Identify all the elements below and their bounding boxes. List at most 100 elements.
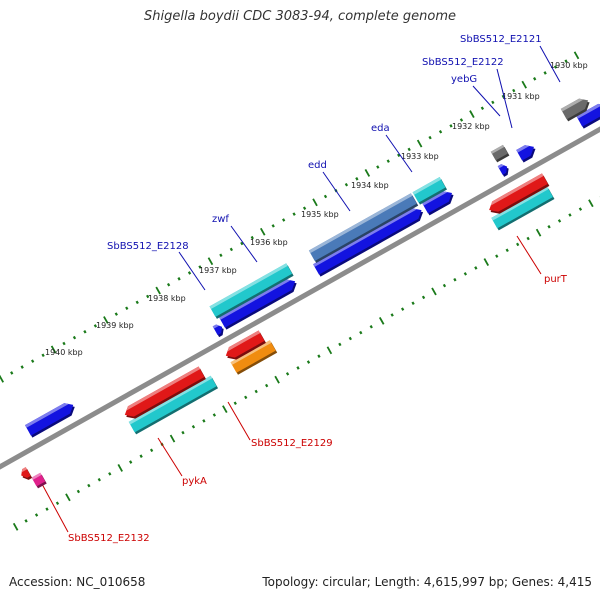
outer-tick (207, 257, 214, 266)
outer-tick (553, 65, 558, 69)
gene-labels: SbBS512_E2121 SbBS512_E2122 yebG eda edd zwf S… (41, 34, 568, 544)
inner-tick (359, 330, 363, 335)
outer-tick (573, 51, 580, 60)
gene-SbBS512_E2132 (31, 472, 47, 489)
outer-tick (259, 227, 266, 236)
gene-label-yebG: yebG (451, 74, 477, 85)
scale-label: 1933 kbp (401, 152, 439, 161)
inner-tick (378, 316, 385, 325)
inner-tick (65, 493, 71, 502)
inner-tick (181, 430, 185, 435)
inner-tick (306, 360, 311, 364)
outer-tick (219, 253, 223, 258)
outer-tick (62, 341, 66, 346)
outer-tick (543, 71, 547, 75)
inner-tick (557, 219, 562, 223)
leader-line (516, 235, 542, 275)
inner-tick (431, 287, 437, 296)
inner-tick (547, 225, 551, 229)
inner-tick (265, 383, 269, 388)
inner-tick (76, 489, 81, 494)
gene-label-pykA: pykA (182, 476, 207, 487)
gene-label-zwf: zwf (212, 214, 229, 225)
leader-line (472, 85, 501, 117)
outer-tick (282, 218, 286, 222)
outer-tick (271, 224, 275, 228)
leader-line (322, 171, 351, 212)
inner-tick (254, 389, 258, 394)
scale-label: 1937 kbp (199, 266, 237, 275)
outer-tick (155, 286, 161, 295)
gene-zwf (209, 263, 294, 319)
outer-tick (125, 306, 129, 310)
leader-line (227, 401, 251, 441)
inner-tick (296, 366, 300, 370)
gene-purT-cyan (491, 186, 555, 231)
gene-SbBS512_E2121-grey (560, 98, 590, 122)
outer-tick (521, 80, 527, 89)
scale-label: 1930 kbp (550, 61, 588, 70)
gene-zwf-blue (218, 279, 297, 330)
scale-label: 1938 kbp (148, 294, 186, 303)
outer-tick (146, 294, 150, 299)
gene-edd (308, 193, 419, 264)
outer-tick (416, 139, 423, 148)
outer-tick (564, 59, 568, 63)
gene-label-SbBS512_E2122: SbBS512_E2122 (422, 57, 504, 68)
inner-tick (169, 434, 176, 443)
inner-tick (526, 236, 530, 241)
inner-tick (45, 507, 49, 511)
outer-tick (480, 106, 485, 110)
inner-tick (411, 301, 415, 305)
gene-SbBS512_E2122 (490, 144, 510, 163)
outer-tick (533, 77, 537, 81)
gene-yebG (516, 145, 536, 163)
outer-tick (364, 169, 371, 177)
inner-tick (483, 258, 490, 266)
outer-tick (459, 118, 464, 122)
outer-tick (20, 365, 24, 369)
inner-tick (12, 522, 19, 531)
outer-tick (344, 182, 349, 187)
outer-tick (438, 129, 443, 134)
outer-tick (323, 194, 328, 199)
inner-tick (369, 325, 373, 329)
genome-summary: Topology: circular; Length: 4,615,997 bp… (262, 575, 592, 589)
inner-tick (129, 460, 133, 464)
outer-tick (397, 153, 401, 158)
gene-left-blue (25, 403, 75, 438)
inner-tick (348, 336, 352, 341)
leader-line (230, 225, 258, 263)
gene-eda (412, 177, 448, 205)
outer-tick (0, 374, 5, 383)
leader-line (41, 483, 69, 533)
outer-tick (312, 198, 318, 207)
inner-tick (463, 272, 468, 276)
gene-label-SbBS512_E2128: SbBS512_E2128 (107, 241, 189, 252)
outer-tick (30, 359, 35, 363)
outer-tick (469, 110, 475, 119)
inner-tick (274, 375, 280, 384)
inner-tick (400, 307, 405, 311)
inner-tick (34, 513, 39, 517)
inner-tick (244, 395, 248, 400)
outer-tick (240, 241, 244, 246)
outer-tick (41, 353, 45, 358)
backbone-line (0, 126, 600, 470)
gene-SbBS512_E2132-red (21, 467, 33, 480)
inner-tick (578, 207, 583, 211)
outer-tick (386, 159, 390, 163)
inner-tick (108, 472, 112, 476)
accession-label: Accession: NC_010658 (9, 575, 146, 589)
gene-SbBS512_E2121-blue (576, 103, 600, 129)
gene-SbBS512_E2129-red (225, 330, 266, 360)
leader-line (496, 68, 513, 129)
outer-tick (187, 271, 192, 275)
scale-labels: 1930 kbp 1931 kbp 1932 kbp 1933 kbp 1934 kbp… (45, 61, 588, 357)
inner-tick (568, 213, 572, 217)
inner-tick (233, 401, 237, 405)
outer-tick (449, 124, 453, 128)
inner-tick (212, 413, 217, 417)
genome-backbone (0, 126, 600, 470)
